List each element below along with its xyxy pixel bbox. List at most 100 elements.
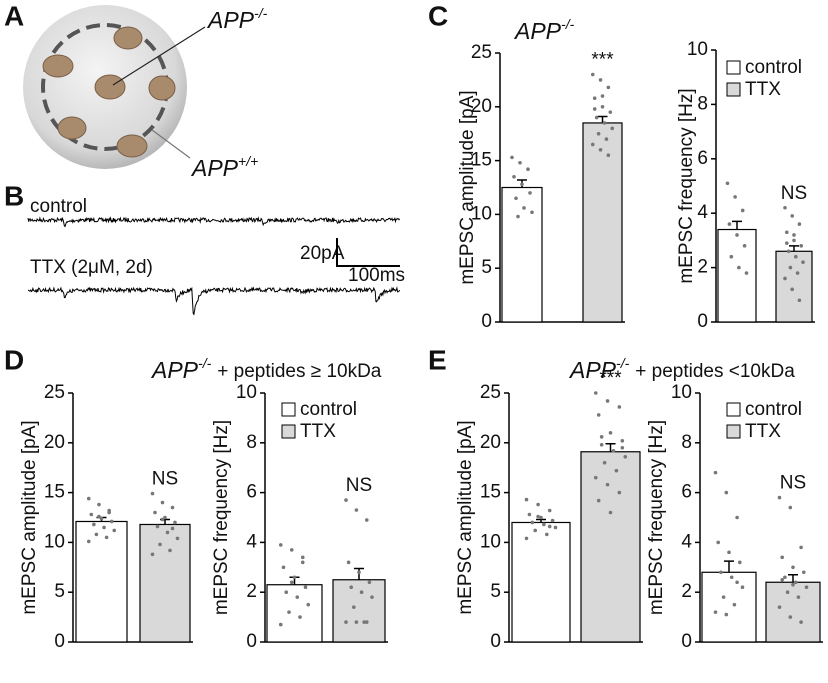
y-tick-label: 2 <box>697 257 708 278</box>
y-tick-label: 0 <box>246 631 257 652</box>
significance-label: *** <box>591 50 614 71</box>
panel-label: E <box>428 344 447 375</box>
data-point <box>623 454 628 459</box>
data-point <box>608 431 613 435</box>
legend-swatch <box>726 424 741 439</box>
data-point <box>788 615 793 619</box>
bar <box>266 584 323 643</box>
y-axis-label: mEPSC amplitude [pA] <box>19 420 40 614</box>
data-point <box>510 155 514 160</box>
data-point <box>617 490 622 495</box>
data-point <box>724 612 729 617</box>
error-bar <box>597 115 608 123</box>
y-tick-label: 10 <box>480 531 501 552</box>
data-point <box>740 585 745 590</box>
legend-swatch <box>726 402 741 417</box>
data-point <box>536 502 540 507</box>
error-bar <box>788 574 798 583</box>
error-bar <box>789 245 799 252</box>
data-point <box>92 522 96 527</box>
data-point <box>792 238 796 243</box>
data-point <box>287 610 291 614</box>
data-point <box>362 620 367 624</box>
data-point <box>594 115 599 120</box>
significance-label: *** <box>599 368 622 389</box>
data-point <box>719 570 723 575</box>
significance-label: NS <box>781 183 807 204</box>
data-point <box>528 191 532 195</box>
data-point <box>590 72 595 77</box>
error-bar <box>732 220 742 230</box>
title-text: APP <box>150 357 199 383</box>
y-tick-label: 10 <box>471 203 492 224</box>
data-point <box>592 96 597 100</box>
data-point <box>94 532 99 537</box>
data-point <box>175 536 180 541</box>
data-point <box>729 575 734 580</box>
data-point <box>160 517 165 522</box>
data-point <box>278 543 283 547</box>
y-tick-label: 5 <box>490 581 501 602</box>
data-point <box>526 167 530 172</box>
bar <box>775 250 813 323</box>
data-point <box>344 620 348 624</box>
data-point <box>596 413 601 417</box>
data-point <box>740 208 745 213</box>
data-point <box>367 580 372 585</box>
chart-title: APP-/- <box>513 16 575 44</box>
data-point <box>795 271 800 275</box>
data-point <box>790 214 794 218</box>
y-tick-label: 25 <box>471 42 492 63</box>
y-tick-label: 0 <box>54 631 65 652</box>
data-point <box>281 565 286 570</box>
data-point <box>780 577 784 582</box>
data-point <box>516 214 520 219</box>
y-tick-label: 2 <box>681 581 692 602</box>
title-text: APP <box>568 357 617 383</box>
significance-label: NS <box>346 475 372 496</box>
data-point <box>600 94 605 98</box>
dish <box>23 5 206 169</box>
data-point <box>278 622 283 627</box>
data-point <box>791 565 795 570</box>
data-point <box>777 605 782 609</box>
legend-label: TTX <box>300 421 336 442</box>
data-point <box>608 110 613 114</box>
legend-label: TTX <box>745 421 781 442</box>
y-tick-label: 15 <box>480 482 501 503</box>
error-bar <box>536 518 546 523</box>
data-point <box>163 515 167 520</box>
data-point <box>785 241 789 245</box>
data-point <box>306 602 311 607</box>
title-sup: -/- <box>616 355 630 371</box>
data-point <box>550 518 555 523</box>
scale-bar <box>336 238 400 267</box>
y-tick-label: 5 <box>481 257 492 278</box>
data-point <box>104 535 109 540</box>
title-text: APP <box>513 18 562 44</box>
data-point <box>590 142 595 147</box>
data-point <box>354 620 359 624</box>
data-point <box>284 590 289 594</box>
data-point <box>801 260 805 264</box>
y-axis-label: mEPSC frequency [Hz] <box>676 88 697 283</box>
data-point <box>606 153 611 158</box>
y-tick-label: 20 <box>471 96 492 117</box>
y-tick-label: 15 <box>471 150 492 171</box>
data-point <box>724 490 729 495</box>
y-axis-label: mEPSC frequency [Hz] <box>646 420 667 615</box>
data-point <box>359 590 364 594</box>
data-point <box>354 508 359 512</box>
data-point <box>783 276 787 281</box>
data-point <box>713 610 718 614</box>
data-point <box>783 205 787 210</box>
y-tick-label: 10 <box>671 382 692 403</box>
y-tick-label: 4 <box>246 531 257 552</box>
y-tick-label: 25 <box>44 382 65 403</box>
bar <box>75 520 128 643</box>
bar <box>765 581 821 643</box>
data-point <box>536 514 540 519</box>
data-point <box>596 498 601 503</box>
y-axis-label: mEPSC amplitude [pA] <box>455 420 476 614</box>
panel-label: B <box>4 180 24 211</box>
